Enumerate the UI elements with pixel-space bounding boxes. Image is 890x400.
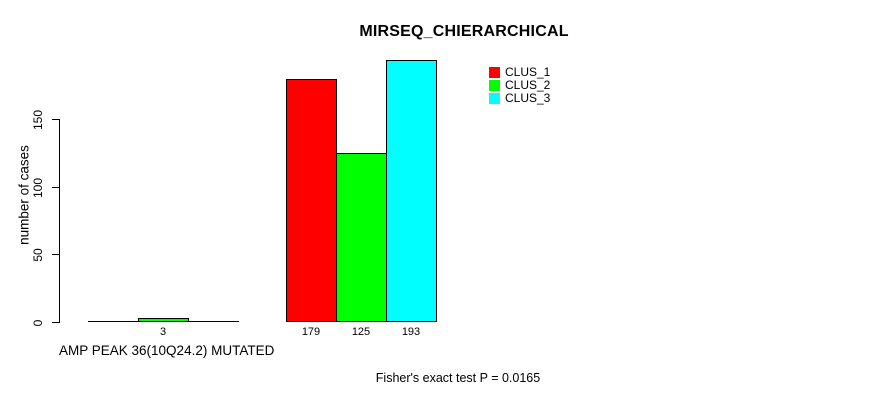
legend-label: CLUS_2 — [505, 78, 551, 92]
bar-clus_3 — [386, 60, 437, 322]
legend-row: CLUS_2 — [489, 79, 550, 92]
legend-swatch-icon — [489, 67, 500, 78]
legend-row: CLUS_1 — [489, 66, 550, 79]
bar-clus_2 — [138, 318, 189, 322]
y-tick-label: 150 — [31, 109, 45, 130]
legend-label: CLUS_3 — [505, 91, 551, 105]
annotation-text: Fisher's exact test P = 0.0165 — [375, 371, 541, 385]
y-axis-tick — [52, 254, 59, 255]
bar-value-label: 193 — [401, 326, 421, 338]
y-axis-line — [59, 119, 60, 323]
y-axis-tick — [52, 322, 59, 323]
chart-title: MIRSEQ_CHIERARCHICAL — [359, 23, 569, 40]
legend-swatch-icon — [489, 80, 500, 91]
y-tick-label: 50 — [31, 247, 45, 262]
y-tick-label: 0 — [31, 319, 45, 326]
y-axis-tick — [52, 119, 59, 120]
bar-value-label: 179 — [301, 326, 321, 338]
legend-label: CLUS_1 — [505, 65, 551, 79]
bar-value-label: 125 — [351, 326, 371, 338]
legend-row: CLUS_3 — [489, 92, 550, 105]
x-axis-label: AMP PEAK 36(10Q24.2) MUTATED — [59, 343, 275, 358]
y-tick-label: 100 — [31, 177, 45, 198]
bar-clus_2 — [336, 153, 387, 322]
bar-zero-baseline — [188, 321, 239, 322]
y-axis-tick — [52, 187, 59, 188]
bar-value-label: 3 — [159, 326, 167, 338]
legend: CLUS_1 CLUS_2 CLUS_3 — [489, 66, 550, 105]
bar-zero-baseline — [88, 321, 139, 322]
legend-swatch-icon — [489, 93, 500, 104]
bar-clus_1 — [286, 79, 337, 322]
